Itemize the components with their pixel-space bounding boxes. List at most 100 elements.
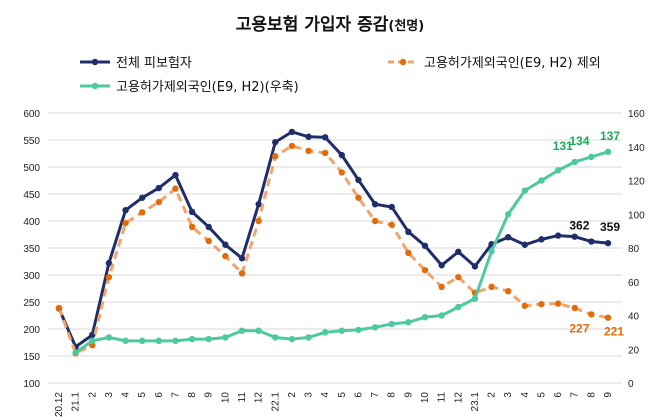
data-point: [321, 149, 329, 157]
data-point: [172, 337, 179, 345]
data-label: 362: [569, 219, 589, 233]
data-point: [538, 177, 545, 184]
data-point: [604, 148, 612, 156]
data-point: [504, 211, 512, 218]
series-line: [74, 150, 609, 354]
data-point: [338, 327, 346, 334]
data-point: [371, 324, 379, 331]
y-right-tick: 20: [628, 345, 640, 356]
x-tick: 4: [520, 392, 531, 398]
data-point: [238, 255, 246, 262]
data-point: [438, 312, 445, 319]
data-point: [188, 223, 196, 231]
y-left-tick: 100: [23, 379, 40, 390]
x-tick: 6: [353, 392, 364, 398]
data-point: [272, 153, 279, 160]
data-point: [255, 217, 262, 225]
data-point: [338, 169, 346, 176]
data-point: [138, 194, 146, 201]
data-point: [205, 223, 212, 231]
data-point: [188, 208, 196, 216]
data-point: [571, 158, 578, 166]
data-point: [571, 233, 578, 240]
data-label: 359: [600, 220, 620, 234]
x-tick: 7: [170, 392, 181, 398]
data-point: [604, 314, 612, 321]
data-point: [371, 201, 379, 208]
x-tick: 6: [154, 392, 165, 398]
legend-label: 전체 피보험자: [116, 56, 192, 71]
data-point: [222, 252, 229, 260]
y-left-tick: 150: [23, 352, 40, 363]
data-point: [421, 242, 429, 250]
data-point: [338, 151, 346, 159]
data-point: [455, 248, 462, 255]
x-tick: 4: [320, 392, 331, 398]
data-point: [105, 259, 113, 267]
data-label: 131: [553, 139, 573, 153]
data-point: [455, 303, 462, 311]
data-point: [588, 311, 595, 318]
data-point: [421, 266, 429, 274]
x-tick: 4: [121, 392, 132, 398]
x-tick: 22.1: [270, 392, 281, 412]
data-point: [604, 239, 612, 247]
x-tick: 5: [137, 392, 148, 398]
x-tick: 8: [586, 392, 597, 398]
data-point: [172, 185, 179, 192]
y-right-tick: 0: [628, 379, 634, 390]
data-point: [155, 198, 163, 206]
data-point: [305, 147, 312, 154]
x-tick: 8: [187, 392, 198, 398]
y-left-tick: 250: [23, 298, 40, 309]
x-tick: 3: [104, 392, 115, 398]
x-tick: 9: [603, 392, 614, 398]
y-left-tick: 200: [23, 325, 40, 336]
y-left-tick: 550: [23, 136, 40, 147]
y-left-tick: 450: [23, 190, 40, 201]
data-label: 137: [600, 129, 620, 143]
data-point: [172, 171, 179, 179]
data-point: [89, 337, 96, 345]
data-point: [405, 319, 412, 326]
data-point: [355, 176, 362, 184]
x-tick: 11: [237, 392, 248, 403]
data-point: [272, 334, 279, 341]
data-point: [355, 326, 362, 334]
data-point: [504, 288, 512, 295]
data-point: [205, 335, 212, 343]
data-point: [371, 217, 379, 225]
data-point: [554, 232, 562, 239]
data-point: [238, 270, 246, 277]
data-point: [471, 263, 479, 270]
data-point: [255, 201, 262, 208]
data-point: [222, 241, 229, 248]
x-tick: 2: [287, 392, 298, 398]
data-label: 221: [604, 325, 624, 339]
x-tick: 20.12: [54, 392, 65, 417]
x-tick: 11: [437, 392, 448, 403]
data-label: 134: [569, 134, 589, 148]
y-right-tick: 60: [628, 278, 640, 289]
y-left-tick: 350: [23, 244, 40, 255]
data-point: [554, 300, 562, 307]
title-text: 고용보험 가입자 증감: [235, 15, 389, 35]
x-tick: 7: [570, 392, 581, 398]
data-point: [155, 184, 163, 192]
y-left-tick: 500: [23, 163, 40, 174]
legend-marker: [399, 58, 407, 66]
data-point: [138, 337, 146, 345]
data-point: [488, 248, 495, 255]
data-point: [122, 337, 129, 345]
x-tick: 5: [337, 392, 348, 398]
data-point: [305, 334, 312, 341]
chart-title: 고용보험 가입자 증감(천명): [0, 10, 660, 35]
data-point: [521, 302, 529, 309]
data-point: [155, 337, 163, 345]
data-point: [554, 167, 562, 174]
legend-label: 고용허가제외국인(E9, H2) 제외: [424, 56, 601, 71]
data-point: [122, 219, 129, 227]
x-tick: 10: [220, 392, 231, 404]
data-point: [405, 249, 412, 257]
